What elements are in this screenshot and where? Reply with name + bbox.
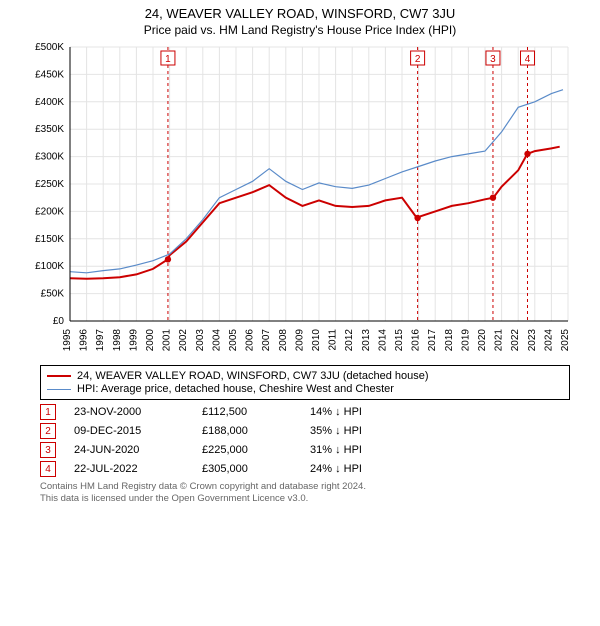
legend-row-hpi: HPI: Average price, detached house, Ches…	[47, 383, 563, 395]
svg-text:2000: 2000	[145, 329, 156, 352]
svg-text:2017: 2017	[427, 329, 438, 352]
svg-text:2021: 2021	[494, 329, 505, 352]
price-chart: £0 £50K £100K £150K £200K £250K £300K £350K £400…	[20, 41, 580, 361]
svg-text:1996: 1996	[79, 329, 90, 352]
svg-text:1: 1	[165, 54, 171, 65]
svg-text:2018: 2018	[444, 329, 455, 352]
svg-text:2015: 2015	[394, 329, 405, 352]
transaction-date: 22-JUL-2022	[74, 463, 184, 475]
transaction-row: 1 23-NOV-2000 £112,500 14% ↓ HPI	[40, 404, 570, 420]
svg-text:1997: 1997	[95, 329, 106, 352]
svg-text:2006: 2006	[245, 329, 256, 352]
transaction-marker-box: 4	[40, 461, 56, 477]
svg-text:2020: 2020	[477, 329, 488, 352]
svg-text:2009: 2009	[294, 329, 305, 352]
svg-text:£350K: £350K	[35, 124, 64, 135]
transaction-delta: 24% ↓ HPI	[310, 463, 362, 475]
legend-label-hpi: HPI: Average price, detached house, Ches…	[77, 383, 394, 395]
legend-label-price-paid: 24, WEAVER VALLEY ROAD, WINSFORD, CW7 3J…	[77, 370, 429, 382]
transaction-marker-box: 1	[40, 404, 56, 420]
svg-text:2013: 2013	[361, 329, 372, 352]
legend-swatch-hpi	[47, 389, 71, 390]
svg-text:£300K: £300K	[35, 152, 64, 163]
svg-text:2011: 2011	[328, 329, 339, 351]
svg-text:£0: £0	[53, 316, 65, 327]
svg-text:1998: 1998	[112, 329, 123, 352]
svg-text:1995: 1995	[62, 329, 73, 352]
svg-text:2016: 2016	[411, 329, 422, 352]
svg-text:£150K: £150K	[35, 234, 64, 245]
licence-text: Contains HM Land Registry data © Crown c…	[40, 481, 570, 506]
transaction-delta: 14% ↓ HPI	[310, 406, 362, 418]
legend: 24, WEAVER VALLEY ROAD, WINSFORD, CW7 3J…	[40, 365, 570, 400]
licence-line-2: This data is licensed under the Open Gov…	[40, 493, 570, 505]
page-subtitle: Price paid vs. HM Land Registry's House …	[0, 23, 600, 37]
transaction-marker-box: 3	[40, 442, 56, 458]
svg-text:£200K: £200K	[35, 206, 64, 217]
transaction-price: £188,000	[202, 425, 292, 437]
svg-text:3: 3	[490, 54, 496, 65]
transaction-price: £225,000	[202, 444, 292, 456]
svg-text:2: 2	[415, 54, 421, 65]
transaction-price: £305,000	[202, 463, 292, 475]
svg-text:2025: 2025	[560, 329, 571, 352]
svg-text:2012: 2012	[344, 329, 355, 352]
transaction-date: 09-DEC-2015	[74, 425, 184, 437]
transaction-marker-box: 2	[40, 423, 56, 439]
transaction-row: 2 09-DEC-2015 £188,000 35% ↓ HPI	[40, 423, 570, 439]
svg-text:4: 4	[525, 54, 531, 65]
transaction-delta: 35% ↓ HPI	[310, 425, 362, 437]
svg-text:2024: 2024	[543, 329, 554, 352]
svg-text:£250K: £250K	[35, 179, 64, 190]
svg-text:£50K: £50K	[41, 289, 65, 300]
svg-text:2002: 2002	[178, 329, 189, 352]
transaction-date: 24-JUN-2020	[74, 444, 184, 456]
svg-text:2001: 2001	[162, 329, 173, 352]
svg-text:2003: 2003	[195, 329, 206, 352]
page-title: 24, WEAVER VALLEY ROAD, WINSFORD, CW7 3J…	[0, 6, 600, 21]
transaction-row: 4 22-JUL-2022 £305,000 24% ↓ HPI	[40, 461, 570, 477]
svg-text:£500K: £500K	[35, 42, 64, 53]
legend-row-price-paid: 24, WEAVER VALLEY ROAD, WINSFORD, CW7 3J…	[47, 370, 563, 382]
transaction-delta: 31% ↓ HPI	[310, 444, 362, 456]
transaction-price: £112,500	[202, 406, 292, 418]
transaction-date: 23-NOV-2000	[74, 406, 184, 418]
svg-text:2005: 2005	[228, 329, 239, 352]
svg-text:2008: 2008	[278, 329, 289, 352]
svg-text:£450K: £450K	[35, 69, 64, 80]
svg-text:£100K: £100K	[35, 261, 64, 272]
transaction-table: 1 23-NOV-2000 £112,500 14% ↓ HPI 2 09-DEC-201…	[40, 404, 570, 477]
svg-text:1999: 1999	[128, 329, 139, 352]
svg-text:2010: 2010	[311, 329, 322, 352]
svg-text:2019: 2019	[460, 329, 471, 352]
svg-text:2004: 2004	[211, 329, 222, 352]
legend-swatch-price-paid	[47, 375, 71, 377]
svg-text:2007: 2007	[261, 329, 272, 352]
transaction-row: 3 24-JUN-2020 £225,000 31% ↓ HPI	[40, 442, 570, 458]
svg-text:2023: 2023	[527, 329, 538, 352]
svg-text:2022: 2022	[510, 329, 521, 352]
svg-text:2014: 2014	[377, 329, 388, 352]
svg-text:£400K: £400K	[35, 97, 64, 108]
licence-line-1: Contains HM Land Registry data © Crown c…	[40, 481, 570, 493]
